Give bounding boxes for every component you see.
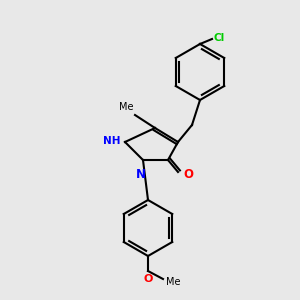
Text: NH: NH — [103, 136, 121, 146]
Text: O: O — [183, 167, 193, 181]
Text: Cl: Cl — [214, 33, 225, 43]
Text: Me: Me — [166, 277, 181, 287]
Text: O: O — [143, 274, 153, 284]
Text: Me: Me — [118, 102, 133, 112]
Text: N: N — [136, 168, 146, 181]
